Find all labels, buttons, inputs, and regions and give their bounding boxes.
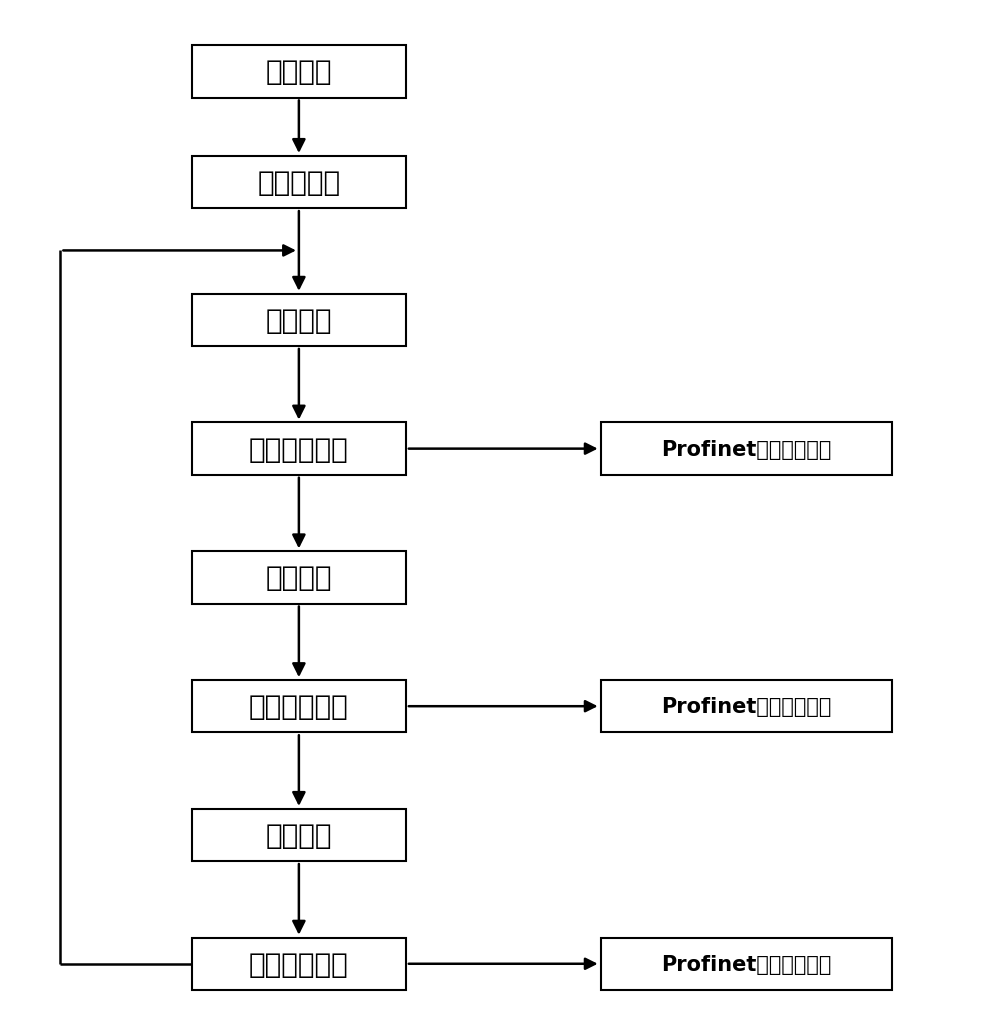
FancyBboxPatch shape [599,937,891,989]
Text: Profinet发送温度数据: Profinet发送温度数据 [661,954,831,974]
Text: 系统上电: 系统上电 [265,58,332,87]
Text: 系统初始化: 系统初始化 [257,169,340,197]
FancyBboxPatch shape [191,809,405,861]
Text: Profinet发送电流数据: Profinet发送电流数据 [661,697,831,716]
Text: 电压数据处理: 电压数据处理 [248,435,348,464]
FancyBboxPatch shape [191,551,405,604]
FancyBboxPatch shape [191,46,405,99]
Text: Profinet发送电压数据: Profinet发送电压数据 [661,439,831,460]
FancyBboxPatch shape [599,681,891,733]
FancyBboxPatch shape [599,423,891,475]
FancyBboxPatch shape [191,423,405,475]
Text: 温度采集: 温度采集 [265,821,332,849]
FancyBboxPatch shape [191,937,405,989]
FancyBboxPatch shape [191,294,405,346]
FancyBboxPatch shape [191,157,405,209]
Text: 电流采集: 电流采集 [265,564,332,592]
Text: 电压采集: 电压采集 [265,307,332,334]
Text: 温度数据处理: 温度数据处理 [248,950,348,978]
Text: 电流数据处理: 电流数据处理 [248,693,348,720]
FancyBboxPatch shape [191,681,405,733]
